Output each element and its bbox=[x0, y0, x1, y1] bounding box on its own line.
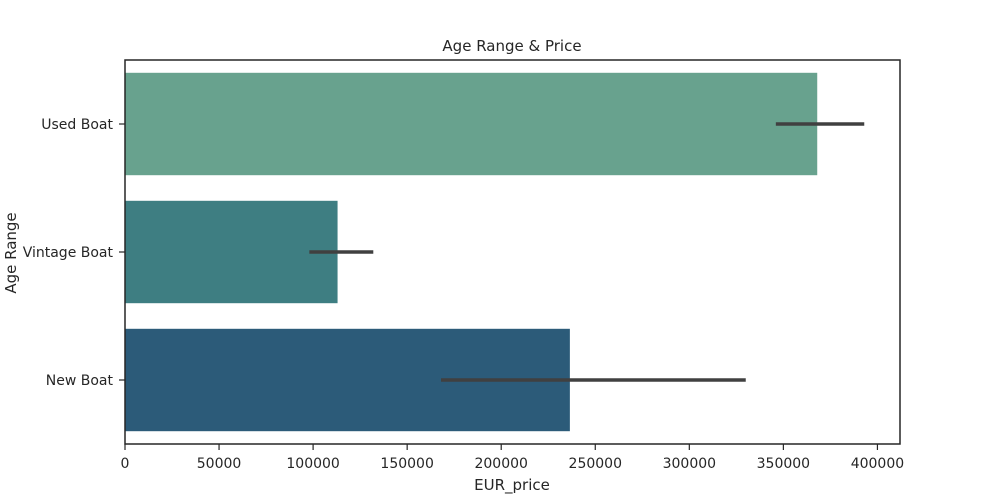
x-tick-label: 0 bbox=[121, 456, 130, 472]
error-bars-layer bbox=[309, 122, 865, 382]
x-tick-label: 350000 bbox=[757, 456, 810, 472]
x-tick-label: 150000 bbox=[380, 456, 433, 472]
chart-title: Age Range & Price bbox=[442, 37, 581, 55]
y-axis-label: Age Range bbox=[2, 212, 20, 293]
x-tick-label: 400000 bbox=[851, 456, 904, 472]
bars-layer bbox=[125, 72, 818, 432]
bar bbox=[125, 200, 338, 304]
y-tick-label: Vintage Boat bbox=[23, 245, 114, 261]
y-ticks-layer: Used Boat Vintage Boat New Boat bbox=[23, 117, 125, 389]
bar bbox=[125, 72, 818, 176]
y-tick-label: Used Boat bbox=[41, 117, 113, 133]
x-tick-label: 300000 bbox=[663, 456, 716, 472]
x-axis-label: EUR_price bbox=[474, 476, 550, 495]
x-tick-label: 50000 bbox=[197, 456, 242, 472]
x-tick-label: 200000 bbox=[474, 456, 527, 472]
x-tick-label: 250000 bbox=[569, 456, 622, 472]
y-tick-label: New Boat bbox=[46, 373, 114, 389]
x-tick-label: 100000 bbox=[286, 456, 339, 472]
x-ticks-layer: 0 50000 100000 150000 200000 250000 300000 3500… bbox=[121, 444, 904, 472]
